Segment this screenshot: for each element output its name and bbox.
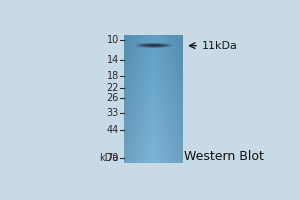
Text: 11kDa: 11kDa bbox=[201, 41, 237, 51]
Text: 70: 70 bbox=[106, 153, 119, 163]
Text: kDa: kDa bbox=[100, 153, 119, 163]
Text: 33: 33 bbox=[106, 108, 119, 118]
Text: 22: 22 bbox=[106, 83, 119, 93]
Text: 10: 10 bbox=[106, 35, 119, 45]
Text: 44: 44 bbox=[106, 125, 119, 135]
Text: Western Blot: Western Blot bbox=[184, 150, 263, 163]
Text: 26: 26 bbox=[106, 93, 119, 103]
Text: 14: 14 bbox=[106, 55, 119, 65]
Text: 18: 18 bbox=[106, 71, 119, 81]
